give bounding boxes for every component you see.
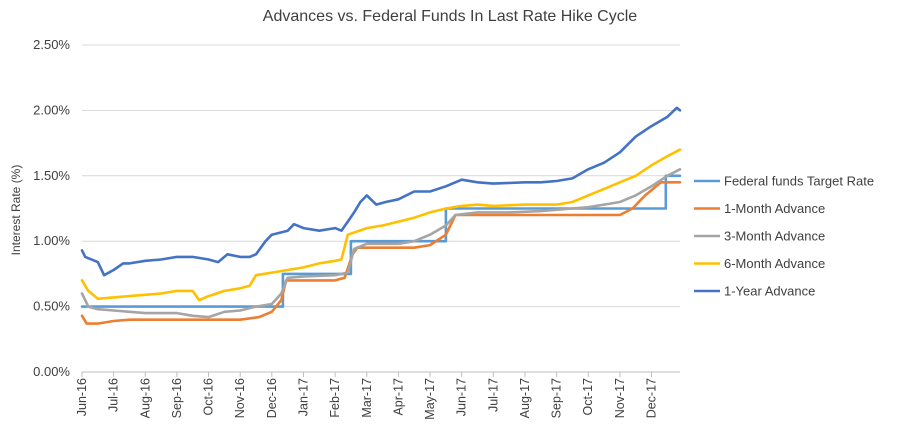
x-tick-label: Aug-16	[138, 378, 152, 418]
series-line-5	[80, 106, 682, 277]
y-tick-label: 1.00%	[33, 233, 70, 248]
x-tick-label: Nov-17	[613, 378, 627, 418]
x-tick-label: Apr-17	[391, 378, 405, 416]
y-tick-label: 1.50%	[33, 168, 70, 183]
legend-label: 1-Year Advance	[724, 284, 815, 299]
series-line-3	[80, 168, 682, 319]
legend: Federal funds Target Rate 1-Month Advance…	[694, 174, 874, 299]
x-tick-label: Oct-16	[202, 378, 216, 416]
legend-label: 1-Month Advance	[724, 201, 825, 216]
series-line-4	[80, 148, 682, 302]
x-tick-label: May-17	[423, 378, 437, 420]
x-tick-label: Dec-17	[645, 378, 659, 418]
x-tick-label: Jun-17	[455, 378, 469, 416]
grid-lines	[82, 44, 680, 308]
axes: 0.00% 0.50% 1.00% 1.50% 2.00% 2.50% Jun-16 Jul-…	[33, 37, 680, 420]
y-axis-title: Interest Rate (%)	[9, 165, 23, 256]
legend-label: 3-Month Advance	[724, 229, 825, 244]
chart-title: Advances vs. Federal Funds In Last Rate …	[262, 8, 638, 25]
legend-label: Federal funds Target Rate	[724, 174, 874, 189]
x-tick-label: Jun-16	[75, 378, 89, 416]
series-lines	[80, 106, 682, 325]
y-tick-label: 2.50%	[33, 37, 70, 52]
y-tick-label: 2.00%	[33, 102, 70, 117]
x-tick-label: Aug-17	[518, 378, 532, 418]
x-tick-label: Sep-17	[550, 378, 564, 418]
x-tick-label: Mar-17	[360, 378, 374, 418]
x-tick-label: Jul-16	[107, 378, 121, 412]
y-tick-label: 0.50%	[33, 299, 70, 314]
y-tick-label: 0.00%	[33, 364, 70, 379]
x-tick-label: Jul-17	[486, 378, 500, 412]
legend-label: 6-Month Advance	[724, 256, 825, 271]
x-tick-label: Nov-16	[233, 378, 247, 418]
x-tick-label: Dec-16	[265, 378, 279, 418]
x-tick-label: Jan-17	[296, 378, 310, 416]
x-tick-label: Sep-16	[170, 378, 184, 418]
x-tick-label: Oct-17	[581, 378, 595, 416]
x-tick-label: Feb-17	[328, 378, 342, 418]
